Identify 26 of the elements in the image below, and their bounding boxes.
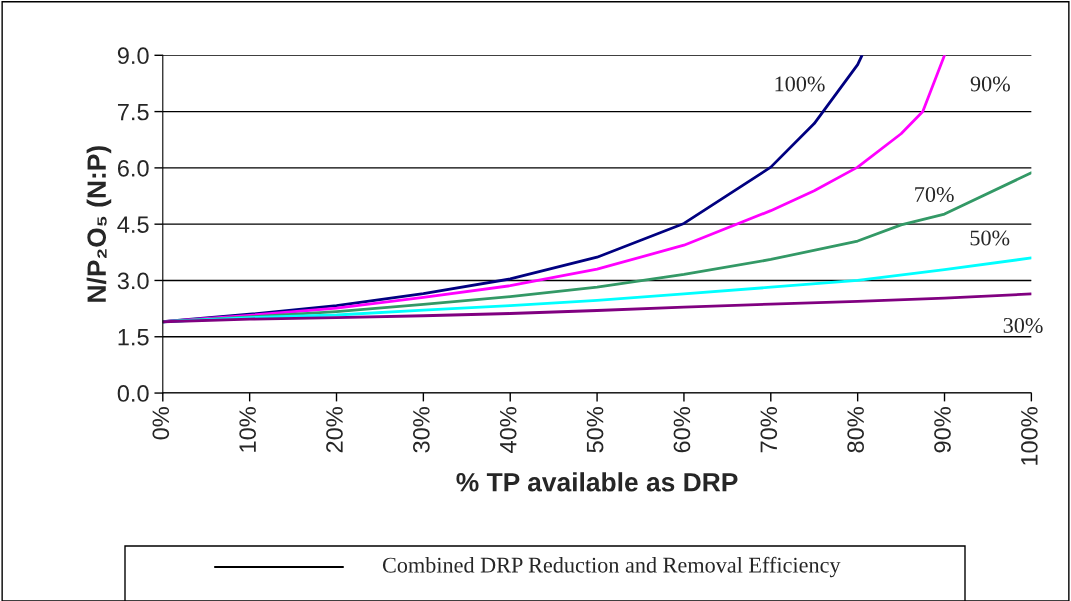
x-axis-title: % TP available as DRP (456, 472, 738, 492)
legend-title: Combined DRP Reduction and Removal Efficiency (382, 556, 841, 578)
y-tick-label: 0.0 (117, 385, 149, 402)
y-tick-label: 4.5 (117, 216, 149, 233)
x-tick-label: 20% (326, 407, 343, 453)
x-tick-label: 10% (239, 407, 256, 452)
x-tick-label: 0% (152, 407, 170, 440)
x-tick-label: 60% (673, 407, 691, 453)
series-label: 70% (915, 186, 954, 202)
y-axis-title: N/P₂O₅ (N:P) (86, 146, 112, 302)
x-tick-label: 30% (412, 407, 430, 453)
x-tick-label: 100% (1020, 407, 1038, 465)
y-tick-label: 9.0 (117, 47, 149, 65)
y-tick-label: 7.5 (117, 103, 149, 121)
x-tick-label: 90% (934, 407, 951, 453)
series-label: 50% (970, 230, 1010, 246)
x-tick-label: 50% (586, 407, 604, 453)
y-tick-label: 6.0 (117, 159, 149, 177)
x-tick-label: 80% (847, 407, 864, 453)
y-tick-label: 3.0 (117, 272, 149, 290)
y-tick-label: 1.5 (118, 329, 149, 346)
series-label: 90% (970, 76, 1010, 92)
x-tick-label: 70% (760, 407, 778, 453)
x-tick-label: 40% (499, 407, 517, 453)
series-label: 30% (1003, 317, 1043, 333)
series-label: 100% (775, 76, 825, 92)
